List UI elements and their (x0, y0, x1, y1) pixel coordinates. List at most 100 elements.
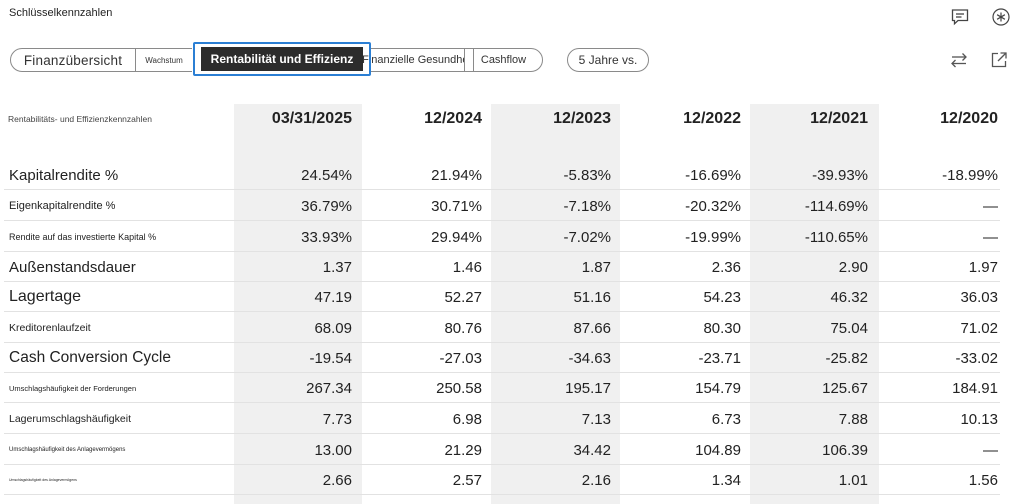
compare-period-button[interactable]: 5 Jahre vs. (567, 48, 649, 72)
row-label: Umschlagshäufigkeit des Anlagevermögens (9, 478, 77, 482)
table-row: Umschlagshäufigkeit des Anlagevermögens 2… (0, 465, 1024, 495)
table-cell: 80.30 (703, 319, 741, 337)
swap-arrows-icon[interactable] (948, 49, 970, 71)
table-cell: 267.34 (306, 379, 352, 397)
column-header: 12/2023 (553, 110, 611, 127)
external-link-icon[interactable] (988, 49, 1010, 71)
table-cell: 1.87 (581, 258, 611, 276)
table-cell: -27.03 (439, 349, 482, 367)
table-row: Kapitalrendite % 24.54% 21.94% -5.83% -16.69… (0, 160, 1024, 190)
table-cell: -33.02 (955, 349, 998, 367)
table-cell: 24.54% (301, 166, 352, 184)
table-row: Cash Conversion Cycle -19.54 -27.03 -34.63 -… (0, 343, 1024, 373)
table-cell: 6.73 (711, 410, 741, 428)
table-cell: 87.66 (573, 319, 611, 337)
column-header: 03/31/2025 (271, 110, 352, 127)
table-row: Kreditorenlaufzeit 68.09 80.76 87.66 80.30 75… (0, 313, 1024, 343)
row-divider (4, 220, 1000, 221)
table-cell: 2.66 (322, 471, 352, 489)
table-cell: 21.94% (431, 166, 482, 184)
table-cell: 250.58 (436, 379, 482, 397)
tab-finanzielle-gesundheit[interactable]: Finanzielle Gesundheit (362, 48, 474, 72)
table-cell: 21.29 (444, 441, 482, 459)
table-cell: 80.76 (444, 319, 482, 337)
tab-cashflow[interactable]: Cashflow (464, 48, 543, 72)
row-divider (4, 189, 1000, 190)
table-cell: 68.09 (314, 319, 352, 337)
tab-finanzielle-gesundheit-label: Finanzielle Gesundheit (362, 54, 474, 66)
tab-focus-outline: Rentabilität und Effizienz (193, 42, 371, 76)
table-cell: -18.99% (942, 166, 998, 184)
table-cell: -39.93% (812, 166, 868, 184)
column-header: 12/2021 (810, 110, 868, 127)
table-cell: 7.73 (322, 410, 352, 428)
table-row: Umschlagshäufigkeit des Anlagevermögens 1… (0, 435, 1024, 465)
table-cell: 75.04 (830, 319, 868, 337)
table-cell: 1.56 (968, 471, 998, 489)
row-divider (4, 402, 1000, 403)
table-cell: 1.34 (711, 471, 741, 489)
table-cell: 195.17 (565, 379, 611, 397)
table-row: Eigenkapitalrendite % 36.79% 30.71% -7.18% -… (0, 191, 1024, 221)
table-cell: -7.18% (563, 197, 611, 215)
tab-rentabilitaet-und-effizienz[interactable]: Rentabilität und Effizienz (201, 47, 363, 71)
column-shade-3 (491, 104, 620, 504)
comment-icon[interactable] (949, 6, 971, 28)
table-cell: 36.79% (301, 197, 352, 215)
row-divider (4, 251, 1000, 252)
table-cell: 7.13 (581, 410, 611, 428)
table-cell: 33.93% (301, 228, 352, 246)
table-cell: — (983, 441, 998, 459)
row-label: Cash Conversion Cycle (9, 349, 171, 366)
table-cell: 54.23 (703, 288, 741, 306)
table-row: Lagertage 47.19 52.27 51.16 54.23 46.32 36.03 (0, 282, 1024, 312)
column-shade-5 (750, 104, 879, 504)
table-cell: 2.16 (581, 471, 611, 489)
row-label: Kapitalrendite % (9, 166, 119, 184)
table-cell: 2.90 (838, 258, 868, 276)
table-cell: 1.97 (968, 258, 998, 276)
tab-wachstum[interactable]: Wachstum (136, 48, 192, 72)
column-header: 12/2024 (424, 110, 482, 127)
table-cell: 154.79 (695, 379, 741, 397)
row-label: Kreditorenlaufzeit (9, 322, 91, 334)
table-cell: 125.67 (822, 379, 868, 397)
table-cell: 2.57 (452, 471, 482, 489)
table-cell: 29.94% (431, 228, 482, 246)
row-divider (4, 464, 1000, 465)
tab-finanzuebersicht[interactable]: Finanzübersicht (10, 48, 136, 72)
table-cell: -19.99% (685, 228, 741, 246)
row-divider (4, 433, 1000, 434)
row-divider (4, 342, 1000, 343)
table-cell: 34.42 (573, 441, 611, 459)
table-cell: -110.65% (804, 228, 868, 246)
column-header: 12/2020 (940, 110, 998, 127)
table-cell: 1.01 (838, 471, 868, 489)
page-title: Schlüsselkennzahlen (9, 7, 113, 19)
table-cell: 36.03 (960, 288, 998, 306)
table-cell: -16.69% (685, 166, 741, 184)
table-cell: -23.71 (698, 349, 741, 367)
table-cell: 6.98 (452, 410, 482, 428)
table-row: Lagerumschlagshäufigkeit 7.73 6.98 7.13 6.73… (0, 404, 1024, 434)
table-cell: 184.91 (952, 379, 998, 397)
column-header: 12/2022 (683, 110, 741, 127)
table-cell: — (983, 228, 998, 246)
row-label: Lagerumschlagshäufigkeit (9, 413, 131, 425)
table-cell: 13.00 (314, 441, 352, 459)
row-label: Außenstandsdauer (9, 258, 136, 276)
table-cell: 1.46 (452, 258, 482, 276)
table-cell: -20.32% (685, 197, 741, 215)
row-divider (4, 494, 1000, 495)
table-row: Außenstandsdauer 1.37 1.46 1.87 2.36 2.90 1.97 (0, 252, 1024, 282)
table-cell: 2.36 (711, 258, 741, 276)
table-cell: 106.39 (822, 441, 868, 459)
table-cell: -114.69% (804, 197, 868, 215)
asterisk-icon[interactable] (990, 6, 1012, 28)
row-divider (4, 281, 1000, 282)
table-cell: -19.54 (309, 349, 352, 367)
table-cell: 71.02 (960, 319, 998, 337)
table-cell: 47.19 (314, 288, 352, 306)
row-label: Umschlagshäufigkeit der Forderungen (9, 383, 137, 393)
row-label: Umschlagshäufigkeit des Anlagevermögens (9, 447, 126, 453)
